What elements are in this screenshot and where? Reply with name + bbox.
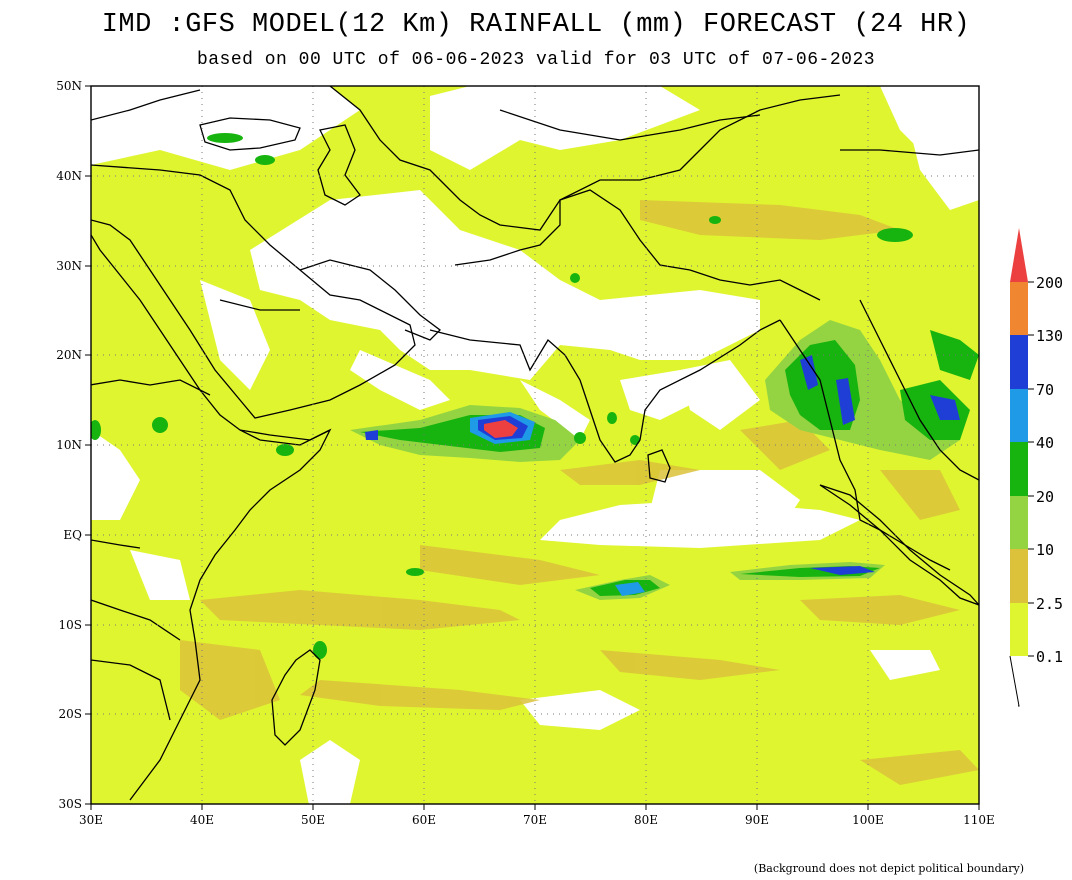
x-tick-label: 60E (412, 813, 436, 827)
axis-ticks (85, 85, 980, 810)
color-bar-segment (1010, 496, 1028, 549)
color-bar-segment (1010, 335, 1028, 389)
legend-level-label: 130 (1036, 327, 1063, 345)
coastlines (91, 86, 979, 801)
dry-areas (91, 86, 979, 804)
heavy-rain-southern-band (575, 562, 885, 600)
x-tick-label: 30E (79, 813, 103, 827)
y-tick-label: 30N (56, 259, 82, 273)
legend-level-label: 200 (1036, 274, 1063, 292)
heavy-rain-arabian-sea (350, 405, 580, 462)
map-title: IMD :GFS MODEL(12 Km) RAINFALL (mm) FORE… (101, 10, 971, 40)
color-bar-arrow (1010, 228, 1028, 282)
heavy-rain-bay-of-bengal (765, 320, 979, 460)
y-tick-label: 10S (59, 618, 83, 632)
y-tick-label: 20N (56, 348, 82, 362)
x-tick-label: 80E (634, 813, 658, 827)
legend-level-label: 2.5 (1036, 595, 1063, 613)
x-tick-label: 100E (852, 813, 884, 827)
legend-level-label: 20 (1036, 488, 1054, 506)
x-axis-labels: 30E 40E 50E 60E 70E 80E 90E 100E 110E (79, 813, 995, 827)
map-subtitle: based on 00 UTC of 06-06-2023 valid for … (196, 50, 876, 70)
y-tick-label: 20S (59, 707, 83, 721)
legend-level-label: 40 (1036, 434, 1054, 452)
legend-level-label: 0.1 (1036, 648, 1063, 666)
y-tick-label: 10N (56, 438, 82, 452)
x-tick-label: 70E (523, 813, 547, 827)
color-bar-segment (1010, 389, 1028, 442)
color-bar-legend: 200 130 70 40 20 10 2.5 0.1 (1009, 228, 1063, 707)
color-bar-segment (1010, 549, 1028, 603)
color-bar-segment (1010, 282, 1028, 335)
y-tick-label: EQ (63, 528, 82, 542)
x-tick-label: 90E (745, 813, 769, 827)
y-tick-label: 50N (56, 79, 82, 93)
legend-level-label: 10 (1036, 541, 1054, 559)
y-axis-labels: 50N 40N 30N 20N 10N EQ 10S 20S 30S (56, 79, 82, 811)
x-tick-label: 40E (190, 813, 214, 827)
legend-level-label: 70 (1036, 381, 1054, 399)
background-disclaimer: (Background does not depict political bo… (753, 862, 1024, 875)
x-tick-label: 50E (301, 813, 325, 827)
y-tick-label: 40N (56, 169, 82, 183)
gridlines (91, 86, 979, 804)
moderate-rain-bands (180, 200, 979, 785)
rainfall-field (91, 86, 979, 804)
color-bar-segment (1010, 442, 1028, 496)
color-bar-tail (1009, 655, 1020, 707)
color-bar-segment (1010, 603, 1028, 656)
x-tick-label: 110E (963, 813, 995, 827)
scattered-rain-cells (91, 133, 913, 659)
y-tick-label: 30S (59, 797, 83, 811)
